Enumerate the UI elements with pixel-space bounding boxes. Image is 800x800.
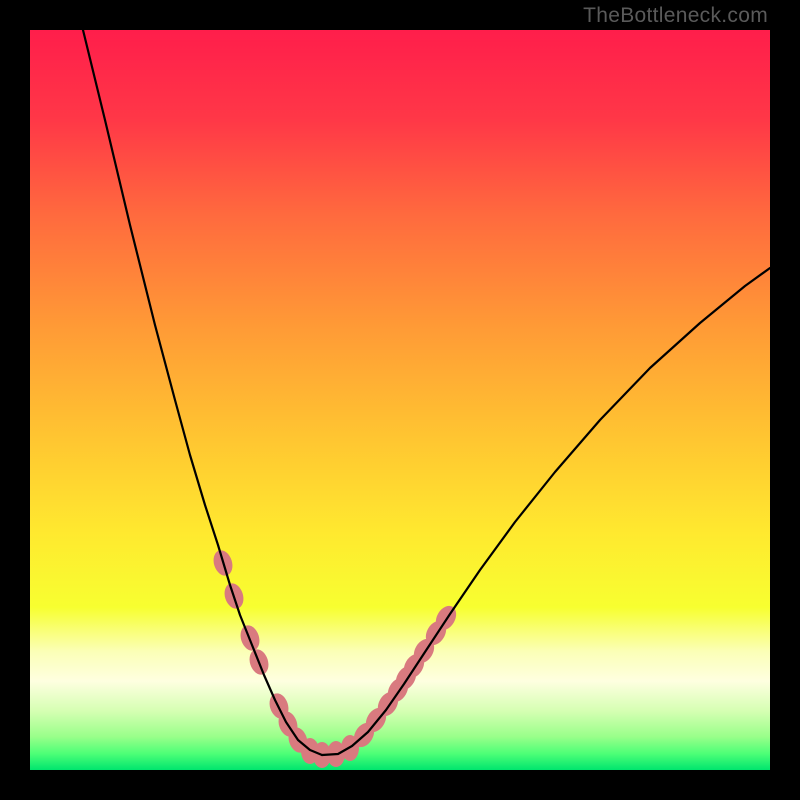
- curve-layer: [30, 30, 770, 770]
- watermark-text: TheBottleneck.com: [583, 4, 768, 28]
- curve-right: [322, 268, 770, 755]
- scatter-markers: [210, 548, 460, 768]
- plot-area: [30, 30, 770, 770]
- curve-left: [83, 30, 322, 755]
